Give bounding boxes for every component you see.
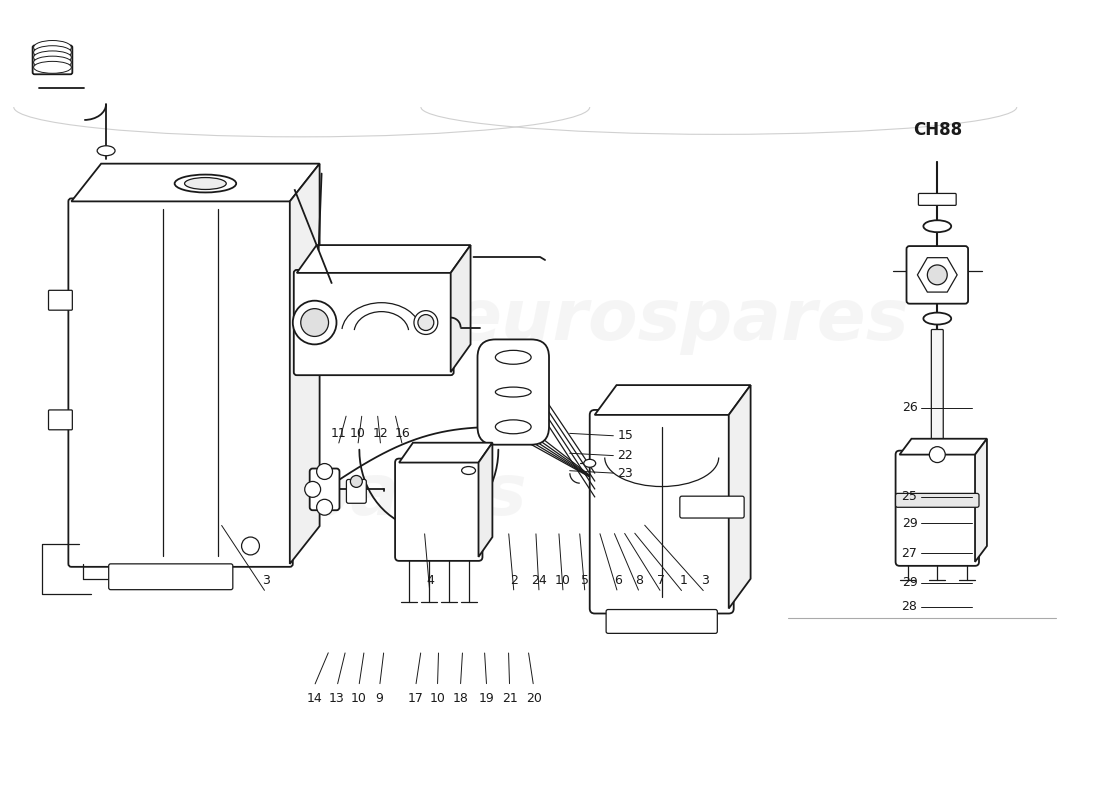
FancyBboxPatch shape	[48, 410, 73, 430]
FancyBboxPatch shape	[606, 610, 717, 634]
FancyBboxPatch shape	[918, 194, 956, 206]
Polygon shape	[297, 245, 471, 273]
Circle shape	[293, 301, 337, 344]
Polygon shape	[451, 245, 471, 372]
Text: 29: 29	[902, 576, 917, 590]
Text: 14: 14	[306, 692, 322, 706]
Text: 10: 10	[350, 426, 365, 440]
Text: 17: 17	[408, 692, 424, 706]
Text: 29: 29	[902, 517, 917, 530]
Circle shape	[317, 463, 332, 479]
Circle shape	[930, 446, 945, 462]
FancyBboxPatch shape	[109, 564, 233, 590]
Ellipse shape	[97, 146, 116, 156]
Text: 15: 15	[617, 430, 634, 442]
Ellipse shape	[495, 420, 531, 434]
Text: 10: 10	[351, 692, 366, 706]
Circle shape	[414, 310, 438, 334]
Text: 8: 8	[636, 574, 644, 586]
Circle shape	[317, 499, 332, 515]
Polygon shape	[399, 442, 493, 462]
FancyBboxPatch shape	[48, 290, 73, 310]
Polygon shape	[595, 385, 750, 415]
Ellipse shape	[584, 459, 596, 467]
Text: 25: 25	[902, 490, 917, 503]
Text: eurospares: eurospares	[453, 286, 910, 355]
Text: 24: 24	[531, 574, 547, 586]
Text: CH88: CH88	[913, 121, 961, 139]
Text: 28: 28	[902, 600, 917, 613]
FancyBboxPatch shape	[294, 270, 453, 375]
FancyBboxPatch shape	[680, 496, 744, 518]
FancyBboxPatch shape	[395, 458, 483, 561]
Text: 7: 7	[658, 574, 666, 586]
Text: 20: 20	[526, 692, 541, 706]
FancyBboxPatch shape	[932, 330, 943, 442]
Text: 16: 16	[395, 426, 410, 440]
Text: 9: 9	[376, 692, 384, 706]
Ellipse shape	[923, 313, 952, 325]
Ellipse shape	[462, 466, 475, 474]
Ellipse shape	[34, 41, 72, 54]
Ellipse shape	[495, 387, 531, 397]
FancyBboxPatch shape	[895, 494, 979, 507]
Text: 12: 12	[373, 426, 388, 440]
FancyBboxPatch shape	[895, 450, 979, 566]
Polygon shape	[900, 438, 987, 454]
FancyBboxPatch shape	[590, 410, 734, 614]
Circle shape	[418, 314, 433, 330]
Circle shape	[927, 265, 947, 285]
FancyBboxPatch shape	[477, 339, 549, 445]
FancyBboxPatch shape	[310, 469, 340, 510]
Ellipse shape	[495, 350, 531, 364]
Text: 6: 6	[614, 574, 622, 586]
Polygon shape	[72, 164, 320, 202]
Text: 13: 13	[329, 692, 345, 706]
Text: 3: 3	[701, 574, 710, 586]
Text: 23: 23	[617, 466, 634, 479]
FancyBboxPatch shape	[906, 246, 968, 304]
FancyBboxPatch shape	[68, 198, 293, 567]
Circle shape	[300, 309, 329, 337]
Text: 5: 5	[581, 574, 589, 586]
Text: 3: 3	[262, 574, 270, 586]
Text: 18: 18	[452, 692, 469, 706]
Text: 11: 11	[330, 426, 346, 440]
Text: 19: 19	[478, 692, 495, 706]
FancyBboxPatch shape	[33, 46, 73, 74]
Ellipse shape	[34, 46, 72, 59]
Polygon shape	[975, 438, 987, 562]
Ellipse shape	[175, 174, 236, 193]
Polygon shape	[478, 442, 493, 557]
Text: 27: 27	[902, 547, 917, 560]
Polygon shape	[289, 164, 320, 564]
Text: 10: 10	[556, 574, 571, 586]
Polygon shape	[728, 385, 750, 609]
Ellipse shape	[34, 62, 72, 74]
Text: eurospares: eurospares	[70, 461, 527, 530]
Circle shape	[305, 482, 320, 498]
Circle shape	[242, 537, 260, 555]
Text: 1: 1	[680, 574, 688, 586]
Text: 4: 4	[426, 574, 433, 586]
Ellipse shape	[34, 56, 72, 69]
Circle shape	[351, 475, 362, 487]
FancyBboxPatch shape	[346, 479, 366, 503]
Ellipse shape	[34, 51, 72, 64]
Text: 10: 10	[429, 692, 446, 706]
Text: 26: 26	[902, 402, 917, 414]
Ellipse shape	[923, 220, 952, 232]
Text: 21: 21	[502, 692, 517, 706]
Ellipse shape	[185, 178, 227, 190]
Text: 2: 2	[510, 574, 518, 586]
Text: 22: 22	[617, 449, 634, 462]
